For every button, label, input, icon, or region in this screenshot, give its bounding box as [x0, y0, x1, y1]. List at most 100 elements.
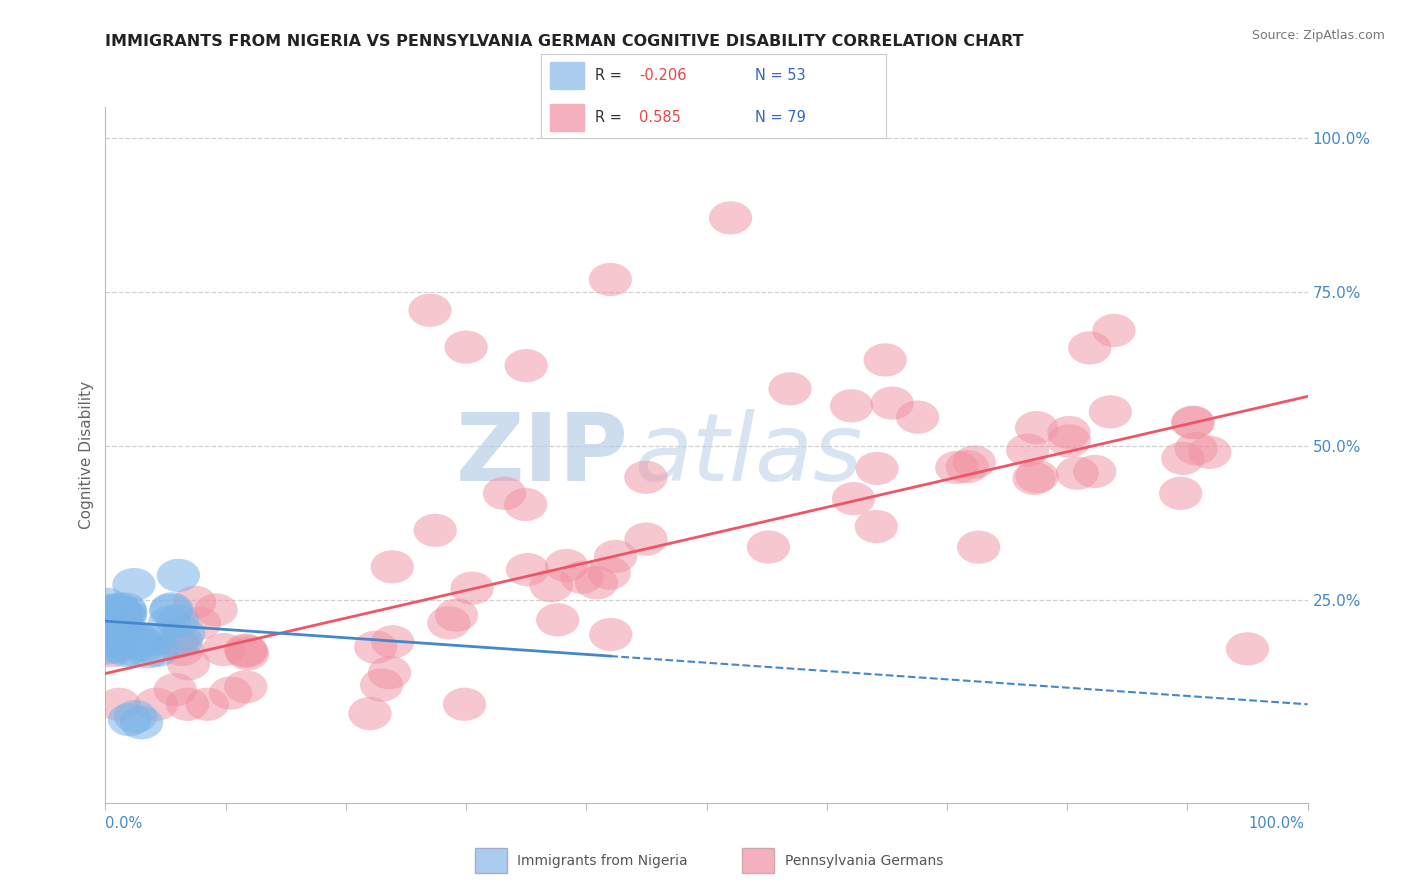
Ellipse shape	[186, 688, 229, 721]
Ellipse shape	[173, 585, 217, 619]
Ellipse shape	[503, 488, 547, 521]
Ellipse shape	[1171, 406, 1215, 440]
Ellipse shape	[194, 593, 238, 626]
Ellipse shape	[1159, 476, 1202, 510]
Ellipse shape	[408, 293, 451, 326]
Ellipse shape	[135, 688, 179, 721]
Ellipse shape	[709, 202, 752, 235]
Ellipse shape	[588, 557, 631, 590]
Ellipse shape	[101, 599, 145, 632]
Ellipse shape	[132, 623, 176, 657]
Ellipse shape	[224, 670, 267, 704]
Ellipse shape	[84, 632, 128, 665]
Ellipse shape	[108, 703, 150, 736]
Ellipse shape	[506, 553, 550, 586]
Ellipse shape	[167, 648, 209, 681]
Ellipse shape	[413, 514, 457, 547]
Ellipse shape	[97, 592, 141, 626]
Ellipse shape	[149, 594, 193, 627]
Ellipse shape	[90, 634, 134, 667]
Ellipse shape	[482, 476, 526, 510]
Ellipse shape	[1161, 442, 1205, 475]
Ellipse shape	[360, 668, 404, 702]
Ellipse shape	[87, 599, 131, 632]
Ellipse shape	[89, 602, 131, 635]
Ellipse shape	[855, 510, 898, 543]
Ellipse shape	[870, 386, 914, 420]
Ellipse shape	[530, 569, 572, 602]
Bar	[475, 848, 506, 873]
Ellipse shape	[97, 688, 141, 721]
Text: 0.0%: 0.0%	[105, 816, 142, 830]
Text: R =: R =	[595, 111, 626, 126]
Ellipse shape	[226, 637, 270, 671]
Ellipse shape	[87, 597, 129, 630]
Ellipse shape	[354, 631, 398, 664]
Ellipse shape	[209, 676, 252, 710]
Ellipse shape	[89, 608, 132, 642]
Ellipse shape	[1007, 434, 1049, 467]
Ellipse shape	[536, 603, 579, 637]
Ellipse shape	[117, 624, 160, 657]
Ellipse shape	[156, 558, 200, 592]
Ellipse shape	[575, 566, 619, 599]
Ellipse shape	[96, 614, 139, 647]
Ellipse shape	[225, 634, 269, 668]
Text: 0.585: 0.585	[640, 111, 682, 126]
Ellipse shape	[349, 697, 391, 731]
Ellipse shape	[89, 598, 132, 632]
Ellipse shape	[160, 624, 202, 657]
Ellipse shape	[863, 343, 907, 376]
Ellipse shape	[112, 568, 156, 601]
Ellipse shape	[120, 625, 163, 658]
Ellipse shape	[427, 607, 471, 640]
Ellipse shape	[120, 706, 163, 739]
Ellipse shape	[1069, 331, 1111, 365]
Ellipse shape	[103, 627, 146, 660]
Ellipse shape	[128, 635, 170, 668]
Ellipse shape	[156, 625, 198, 659]
Ellipse shape	[1171, 406, 1215, 439]
Ellipse shape	[368, 656, 411, 690]
Ellipse shape	[91, 620, 135, 654]
Ellipse shape	[1056, 457, 1099, 490]
Ellipse shape	[1088, 395, 1132, 428]
Text: Immigrants from Nigeria: Immigrants from Nigeria	[517, 854, 688, 868]
Ellipse shape	[179, 607, 221, 640]
Ellipse shape	[166, 688, 209, 721]
Ellipse shape	[98, 610, 142, 644]
Ellipse shape	[104, 634, 148, 667]
Ellipse shape	[202, 633, 245, 666]
Text: R =: R =	[595, 68, 626, 83]
Ellipse shape	[768, 372, 811, 406]
Ellipse shape	[1047, 425, 1091, 458]
Ellipse shape	[371, 550, 413, 583]
Ellipse shape	[148, 606, 191, 639]
Ellipse shape	[114, 700, 157, 733]
Ellipse shape	[86, 626, 128, 659]
Ellipse shape	[952, 445, 995, 479]
Ellipse shape	[1188, 435, 1232, 469]
Text: N = 53: N = 53	[755, 68, 806, 83]
Ellipse shape	[104, 592, 146, 625]
Ellipse shape	[593, 540, 637, 573]
Ellipse shape	[100, 612, 143, 646]
Ellipse shape	[86, 588, 128, 621]
Ellipse shape	[97, 595, 139, 628]
Ellipse shape	[589, 263, 631, 296]
Ellipse shape	[91, 617, 135, 650]
Y-axis label: Cognitive Disability: Cognitive Disability	[79, 381, 94, 529]
Ellipse shape	[443, 688, 486, 721]
Bar	[742, 848, 773, 873]
Ellipse shape	[1047, 416, 1091, 450]
Ellipse shape	[505, 349, 548, 383]
Ellipse shape	[855, 452, 898, 485]
Ellipse shape	[160, 633, 204, 666]
Ellipse shape	[624, 523, 668, 556]
Ellipse shape	[1015, 460, 1059, 493]
Ellipse shape	[150, 592, 193, 625]
Ellipse shape	[87, 607, 131, 640]
Ellipse shape	[122, 628, 166, 661]
Ellipse shape	[946, 450, 988, 483]
Ellipse shape	[1174, 432, 1218, 466]
